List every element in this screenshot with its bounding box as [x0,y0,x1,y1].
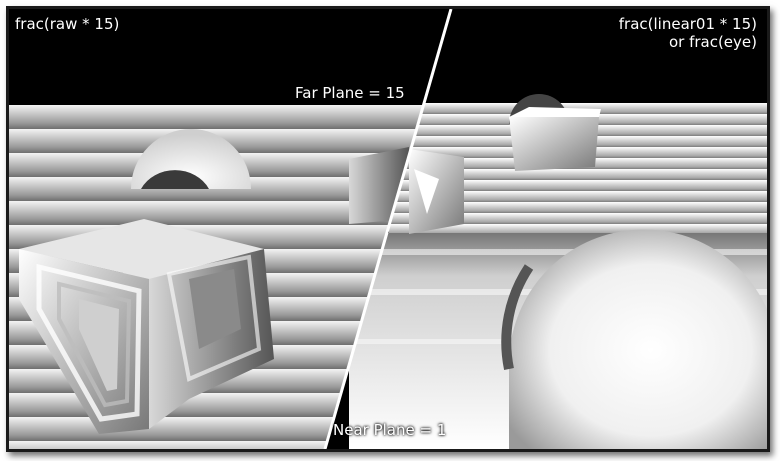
left-title-label: frac(raw * 15) [15,15,120,33]
right-title-line2: or frac(eye) [668,33,757,51]
split-divider-line [323,9,453,449]
far-plane-label: Far Plane = 15 [295,84,405,102]
right-title-label: frac(linear01 * 15) or frac(eye) [619,15,757,51]
right-title-line1: frac(linear01 * 15) [618,15,757,33]
depth-render-scene [9,9,767,449]
near-plane-label: Near Plane = 1 [333,421,447,439]
depth-visualization-figure: frac(raw * 15) frac(linear01 * 15) or fr… [6,6,770,452]
